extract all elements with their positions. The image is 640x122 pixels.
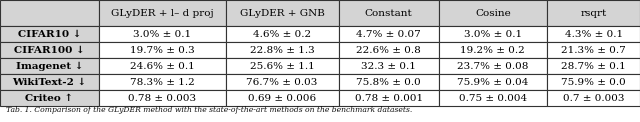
Bar [0, 90, 99, 106]
Text: 4.6% ± 0.2: 4.6% ± 0.2 [253, 30, 311, 39]
Text: Criteo ↑: Criteo ↑ [25, 94, 74, 103]
Bar [226, 90, 339, 106]
Text: 0.78 ± 0.001: 0.78 ± 0.001 [355, 94, 422, 103]
Text: 22.6% ± 0.8: 22.6% ± 0.8 [356, 46, 421, 55]
Text: 32.3 ± 0.1: 32.3 ± 0.1 [361, 62, 416, 71]
Bar [547, 0, 640, 26]
Bar [0, 58, 99, 74]
Bar [99, 0, 226, 26]
Text: Cosine: Cosine [475, 9, 511, 17]
Text: 0.69 ± 0.006: 0.69 ± 0.006 [248, 94, 316, 103]
Bar [226, 26, 339, 42]
Text: 0.7 ± 0.003: 0.7 ± 0.003 [563, 94, 625, 103]
Bar [339, 58, 438, 74]
Text: 28.7% ± 0.1: 28.7% ± 0.1 [561, 62, 626, 71]
Bar [438, 26, 547, 42]
Text: CIFAR10 ↓: CIFAR10 ↓ [17, 30, 81, 39]
Text: 22.8% ± 1.3: 22.8% ± 1.3 [250, 46, 314, 55]
Bar [99, 90, 226, 106]
Text: GLyDER + GNB: GLyDER + GNB [240, 9, 324, 17]
Bar [339, 90, 438, 106]
Bar [339, 74, 438, 90]
Bar [547, 26, 640, 42]
Bar [0, 26, 99, 42]
Text: 3.0% ± 0.1: 3.0% ± 0.1 [133, 30, 191, 39]
Bar [438, 42, 547, 58]
Bar [99, 74, 226, 90]
Text: WikiText-2 ↓: WikiText-2 ↓ [12, 78, 86, 87]
Text: Imagenet ↓: Imagenet ↓ [15, 61, 83, 71]
Bar [0, 0, 99, 26]
Text: 4.3% ± 0.1: 4.3% ± 0.1 [564, 30, 623, 39]
Bar [99, 42, 226, 58]
Bar [0, 42, 99, 58]
Text: 4.7% ± 0.07: 4.7% ± 0.07 [356, 30, 421, 39]
Bar [339, 26, 438, 42]
Text: 0.75 ± 0.004: 0.75 ± 0.004 [459, 94, 527, 103]
Text: 25.6% ± 1.1: 25.6% ± 1.1 [250, 62, 314, 71]
Text: 19.2% ± 0.2: 19.2% ± 0.2 [461, 46, 525, 55]
Text: 19.7% ± 0.3: 19.7% ± 0.3 [130, 46, 195, 55]
Bar [438, 74, 547, 90]
Text: Constant: Constant [365, 9, 412, 17]
Bar [339, 0, 438, 26]
Bar [226, 58, 339, 74]
Bar [99, 58, 226, 74]
Bar [0, 74, 99, 90]
Bar [226, 0, 339, 26]
Bar [547, 90, 640, 106]
Text: CIFAR100 ↓: CIFAR100 ↓ [14, 46, 84, 55]
Bar [226, 74, 339, 90]
Text: 75.8% ± 0.0: 75.8% ± 0.0 [356, 78, 421, 87]
Text: 76.7% ± 0.03: 76.7% ± 0.03 [246, 78, 318, 87]
Bar [99, 26, 226, 42]
Bar [547, 74, 640, 90]
Text: rsqrt: rsqrt [580, 9, 607, 17]
Text: 21.3% ± 0.7: 21.3% ± 0.7 [561, 46, 626, 55]
Text: 75.9% ± 0.04: 75.9% ± 0.04 [457, 78, 529, 87]
Text: 78.3% ± 1.2: 78.3% ± 1.2 [130, 78, 195, 87]
Bar [547, 42, 640, 58]
Text: Tab. 1. Comparison of the GLyDER method with the state-of-the-art methods on the: Tab. 1. Comparison of the GLyDER method … [6, 106, 413, 114]
Text: 3.0% ± 0.1: 3.0% ± 0.1 [464, 30, 522, 39]
Bar [438, 0, 547, 26]
Text: 23.7% ± 0.08: 23.7% ± 0.08 [457, 62, 529, 71]
Text: 24.6% ± 0.1: 24.6% ± 0.1 [130, 62, 195, 71]
Bar [547, 58, 640, 74]
Bar [438, 90, 547, 106]
Text: GLyDER + l– d proj: GLyDER + l– d proj [111, 9, 214, 17]
Bar [438, 58, 547, 74]
Text: 0.78 ± 0.003: 0.78 ± 0.003 [128, 94, 196, 103]
Text: 75.9% ± 0.0: 75.9% ± 0.0 [561, 78, 626, 87]
Bar [339, 42, 438, 58]
Bar [226, 42, 339, 58]
